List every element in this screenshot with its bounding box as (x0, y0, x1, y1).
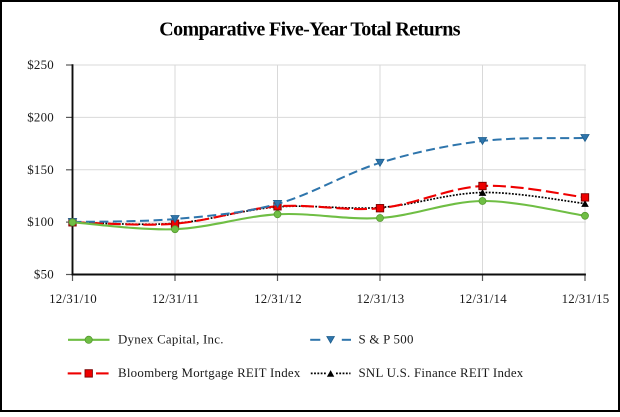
svg-text:12/31/13: 12/31/13 (357, 292, 405, 306)
svg-text:$200: $200 (27, 111, 54, 125)
svg-text:12/31/14: 12/31/14 (459, 292, 507, 306)
svg-text:Bloomberg Mortgage REIT Index: Bloomberg Mortgage REIT Index (118, 366, 301, 380)
svg-text:S & P 500: S & P 500 (359, 332, 414, 346)
svg-text:$100: $100 (27, 215, 54, 229)
svg-text:Dynex Capital, Inc.: Dynex Capital, Inc. (118, 332, 224, 346)
svg-text:12/31/10: 12/31/10 (49, 292, 97, 306)
svg-text:12/31/12: 12/31/12 (254, 292, 302, 306)
svg-text:$250: $250 (27, 58, 54, 72)
svg-text:$50: $50 (34, 268, 54, 282)
svg-text:SNL U.S. Finance REIT Index: SNL U.S. Finance REIT Index (359, 366, 524, 380)
svg-text:$150: $150 (27, 163, 54, 177)
svg-text:12/31/11: 12/31/11 (152, 292, 199, 306)
svg-text:12/31/15: 12/31/15 (562, 292, 610, 306)
svg-text:Comparative Five-Year Total Re: Comparative Five-Year Total Returns (159, 19, 461, 41)
